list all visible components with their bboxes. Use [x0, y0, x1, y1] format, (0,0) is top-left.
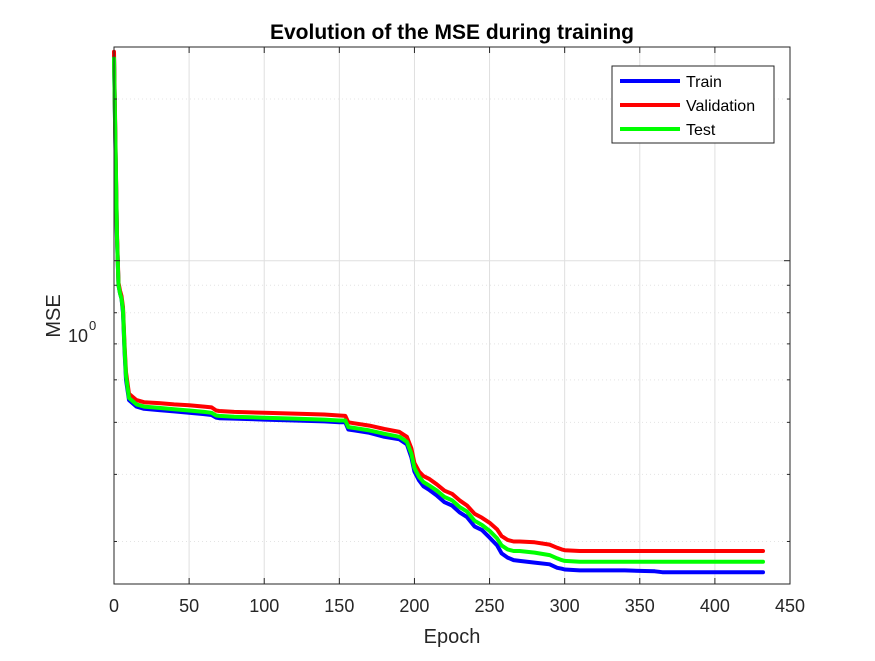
x-tick-label: 50 — [179, 596, 199, 616]
y-tick-label-exponent: 0 — [89, 318, 96, 333]
legend-label-validation: Validation — [686, 98, 755, 115]
x-tick-label: 100 — [249, 596, 279, 616]
x-tick-label: 150 — [324, 596, 354, 616]
y-tick-label-base: 10 — [68, 326, 88, 346]
tick-marks — [113, 47, 791, 584]
x-tick-label: 300 — [550, 596, 580, 616]
legend: Train Validation Test — [611, 65, 775, 144]
x-tick-labels: 0 50 100 150 200 250 300 350 400 450 — [109, 596, 805, 616]
x-tick-label: 0 — [109, 596, 119, 616]
x-tick-label: 350 — [625, 596, 655, 616]
x-tick-label: 200 — [399, 596, 429, 616]
x-tick-label: 400 — [700, 596, 730, 616]
legend-label-test: Test — [686, 122, 716, 139]
series-line-test — [112, 56, 765, 564]
legend-label-train: Train — [686, 74, 722, 91]
y-tick-labels: 10 0 — [68, 318, 96, 346]
y-axis-label: MSE — [43, 294, 65, 337]
axes-box — [113, 46, 791, 585]
chart-title: Evolution of the MSE during training — [270, 21, 634, 44]
x-tick-label: 450 — [775, 596, 805, 616]
x-axis-label: Epoch — [424, 626, 481, 648]
series-lines — [112, 49, 765, 575]
x-tick-label: 250 — [475, 596, 505, 616]
